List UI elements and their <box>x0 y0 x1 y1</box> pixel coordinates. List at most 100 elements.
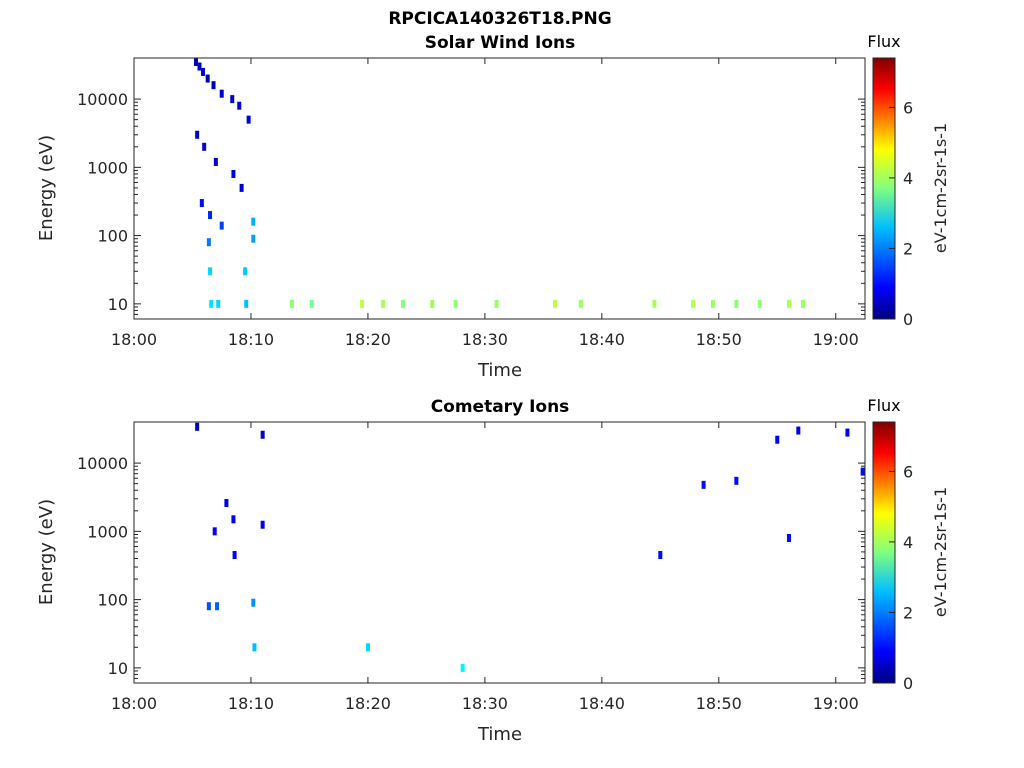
colorbar <box>872 57 896 320</box>
y-tick-label: 10000 <box>77 90 128 109</box>
spectrogram-cell <box>206 238 211 247</box>
spectrogram-cell <box>193 57 198 66</box>
y-tick-label: 10 <box>108 659 128 678</box>
y-tick-label: 10 <box>108 295 128 314</box>
spectrogram-cell <box>201 67 206 76</box>
colorbar-title: Flux <box>867 32 900 51</box>
spectrogram-cell <box>734 476 739 485</box>
spectrogram-cell <box>205 74 210 83</box>
spectrogram-cell <box>195 422 200 431</box>
colorbar-tick-label: 6 <box>903 462 913 481</box>
spectrogram-cell <box>360 299 365 308</box>
spectrogram-cell <box>237 101 242 110</box>
solar-wind-panel: Solar Wind Ions 18:00 18:10 18:20 18:30 18:4… <box>36 32 950 381</box>
spectrogram-cell <box>652 299 657 308</box>
spectrogram-cell <box>206 602 211 611</box>
x-tick-label: 18:40 <box>579 694 625 713</box>
x-tick-label: 19:00 <box>813 330 859 349</box>
spectrogram-cell <box>401 299 406 308</box>
spectrogram-cell <box>219 89 224 98</box>
x-tick-label: 18:30 <box>462 694 508 713</box>
x-tick-label: 18:40 <box>579 330 625 349</box>
colorbar-title: Flux <box>867 396 900 415</box>
x-axis-label: Time <box>477 724 522 745</box>
spectrogram-cell <box>195 130 200 139</box>
spectrogram-cell <box>494 299 499 308</box>
colorbar-ticks: 0 2 4 6 <box>889 98 913 329</box>
spectrogram-cell <box>239 183 244 192</box>
spectrogram-cell <box>208 211 213 220</box>
spectrogram-cell <box>246 115 251 124</box>
x-tick-label: 19:00 <box>813 694 859 713</box>
spectrogram-cell <box>309 299 314 308</box>
spectrogram-cell <box>578 299 583 308</box>
spectrogram-cells <box>195 422 865 672</box>
spectrogram-cell <box>224 499 229 508</box>
spectrogram-cell <box>658 551 663 560</box>
spectrogram-cell <box>209 299 214 308</box>
colorbar-ticks: 0 2 4 6 <box>889 462 913 693</box>
spectrogram-cell <box>845 428 850 437</box>
y-axis-label: Energy (eV) <box>36 499 57 605</box>
x-axis-ticks: 18:00 18:10 18:20 18:30 18:40 18:50 19:00 <box>111 58 859 349</box>
x-tick-label: 18:00 <box>111 330 157 349</box>
spectrogram-cell <box>430 299 435 308</box>
colorbar-tick-label: 4 <box>903 533 913 552</box>
spectrogram-cell <box>365 643 370 652</box>
figure-title: RPCICA140326T18.PNG <box>388 9 611 29</box>
spectrogram-cell <box>796 426 801 435</box>
plot-frame <box>133 57 866 320</box>
panel-title: Solar Wind Ions <box>425 33 576 53</box>
colorbar <box>872 421 896 684</box>
colorbar-tick-label: 4 <box>903 169 913 188</box>
spectrogram-cell <box>199 199 204 208</box>
spectrogram-cell <box>251 598 256 607</box>
spectrogram-cell <box>216 299 221 308</box>
spectrogram-cell <box>211 81 216 90</box>
spectrogram-cell <box>230 95 235 104</box>
x-tick-label: 18:50 <box>696 330 742 349</box>
spectrogram-cell <box>243 267 248 276</box>
colorbar-tick-label: 6 <box>903 98 913 117</box>
spectrogram-cell <box>232 551 237 560</box>
spectrogram-cell <box>786 299 791 308</box>
y-axis-ticks: 10 100 1000 10000 <box>77 90 865 320</box>
spectrogram-cell <box>801 299 806 308</box>
spectrogram-cell <box>691 299 696 308</box>
spectrogram-cell <box>197 62 202 71</box>
spectrogram-cell <box>251 234 256 243</box>
colorbar-tick-label: 2 <box>903 239 913 258</box>
spectrogram-cell <box>381 299 386 308</box>
x-tick-label: 18:10 <box>228 694 274 713</box>
spectrogram-cells <box>193 57 806 308</box>
spectrogram-cell <box>213 157 218 166</box>
spectrogram-cell <box>212 527 217 536</box>
spectrogram-cell <box>710 299 715 308</box>
x-tick-label: 18:20 <box>345 330 391 349</box>
x-axis-ticks: 18:00 18:10 18:20 18:30 18:40 18:50 19:00 <box>111 422 859 713</box>
x-tick-label: 18:30 <box>462 330 508 349</box>
colorbar-label: eV-1cm-2sr-1s-1 <box>931 487 950 617</box>
colorbar-tick-label: 2 <box>903 603 913 622</box>
y-tick-label: 100 <box>97 591 128 610</box>
spectrogram-cell <box>453 299 458 308</box>
spectrogram-cell <box>251 217 256 226</box>
y-tick-label: 10000 <box>77 454 128 473</box>
spectrogram-cell <box>734 299 739 308</box>
y-tick-label: 1000 <box>87 158 128 177</box>
spectrogram-cell <box>260 520 265 529</box>
spectrogram-cell <box>219 221 224 230</box>
spectrogram-cell <box>289 299 294 308</box>
colorbar-tick-label: 0 <box>903 674 913 693</box>
y-tick-label: 1000 <box>87 522 128 541</box>
x-tick-label: 18:50 <box>696 694 742 713</box>
spectrogram-cell <box>244 299 249 308</box>
panel-title: Cometary Ions <box>431 397 570 417</box>
spectrogram-cell <box>215 602 220 611</box>
x-tick-label: 18:20 <box>345 694 391 713</box>
x-axis-label: Time <box>477 360 522 381</box>
spectrogram-cell <box>231 169 236 178</box>
spectrogram-cell <box>786 533 791 542</box>
spectrogram-cell <box>202 142 207 151</box>
